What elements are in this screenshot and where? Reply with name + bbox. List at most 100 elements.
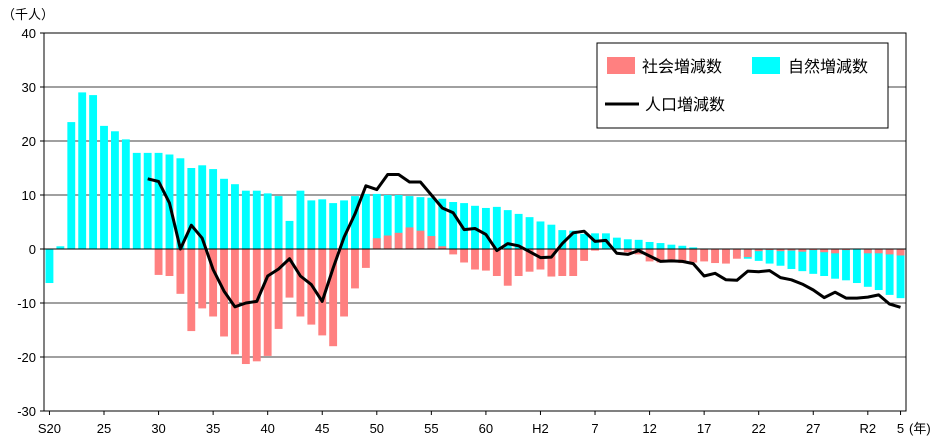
- social-change-bar: [361, 249, 370, 268]
- natural-change-bar: [678, 245, 687, 249]
- social-change-bar: [340, 249, 348, 317]
- x-tick-label: 17: [697, 421, 711, 436]
- legend-label-line: 人口増減数: [645, 96, 725, 114]
- natural-change-bar: [383, 195, 392, 249]
- social-change-bar: [503, 249, 512, 286]
- y-tick-label: 10: [22, 188, 36, 203]
- social-change-bar: [318, 249, 327, 336]
- natural-change-bar: [798, 249, 807, 272]
- social-change-bar: [209, 249, 218, 317]
- natural-change-bar: [787, 249, 796, 269]
- natural-change-bar: [885, 249, 894, 295]
- social-change-bar: [831, 249, 840, 254]
- natural-change-bar: [754, 249, 763, 261]
- x-tick-label: 30: [151, 421, 165, 436]
- social-change-bar: [241, 249, 250, 365]
- social-change-bar: [372, 238, 381, 249]
- natural-change-bar: [285, 220, 294, 249]
- natural-change-bar: [438, 198, 447, 249]
- natural-change-bar: [329, 203, 338, 249]
- social-change-bar: [471, 249, 479, 270]
- social-change-bar: [383, 235, 392, 249]
- social-change-bar: [874, 249, 883, 254]
- natural-change-bar: [623, 239, 632, 249]
- natural-change-bar: [776, 249, 785, 266]
- y-tick-label: -10: [17, 296, 36, 311]
- natural-change-bar: [198, 165, 207, 249]
- natural-change-bar: [580, 233, 589, 249]
- x-unit-label: (年): [909, 421, 931, 436]
- x-tick-label: 7: [591, 421, 598, 436]
- x-tick-label: 55: [424, 421, 438, 436]
- social-change-bar: [776, 249, 785, 252]
- natural-change-bar: [427, 197, 436, 249]
- social-change-bar: [525, 249, 534, 272]
- social-change-bar: [591, 249, 599, 251]
- natural-change-bar: [132, 152, 141, 249]
- social-change-bar: [678, 249, 687, 264]
- social-change-bar: [329, 249, 338, 347]
- natural-change-bar: [667, 244, 676, 249]
- y-tick-label: -30: [17, 404, 36, 419]
- natural-change-bar: [896, 249, 905, 299]
- social-change-bar: [820, 249, 829, 253]
- social-change-bar: [656, 249, 665, 263]
- y-tick-label: 30: [22, 80, 36, 95]
- social-change-bar: [743, 249, 752, 258]
- social-change-bar: [689, 249, 698, 263]
- social-change-bar: [416, 230, 425, 249]
- natural-change-bar: [405, 196, 414, 249]
- natural-change-bar: [492, 206, 501, 249]
- natural-change-bar: [307, 200, 316, 249]
- social-change-bar: [787, 249, 796, 251]
- social-change-bar: [754, 249, 763, 252]
- natural-change-bar: [241, 190, 250, 249]
- x-tick-label: 40: [260, 421, 274, 436]
- natural-change-bar: [481, 207, 490, 249]
- y-tick-label: 20: [22, 134, 36, 149]
- social-change-bar: [667, 249, 676, 260]
- social-change-bar: [176, 249, 185, 294]
- natural-change-bar: [394, 195, 403, 249]
- y-tick-label: -20: [17, 350, 36, 365]
- social-change-bar: [700, 249, 709, 262]
- social-change-bar: [449, 249, 458, 255]
- natural-change-bar: [765, 249, 774, 264]
- natural-change-bar: [296, 190, 305, 249]
- natural-change-bar: [372, 193, 381, 249]
- natural-change-bar: [78, 92, 87, 250]
- natural-change-bar: [351, 196, 359, 249]
- social-change-bar: [580, 249, 589, 261]
- natural-change-bar: [645, 241, 654, 249]
- natural-change-bar: [569, 230, 578, 249]
- natural-change-bar: [656, 243, 665, 249]
- social-change-bar: [492, 249, 501, 276]
- social-change-bar: [231, 249, 239, 355]
- legend-swatch-social: [607, 57, 635, 74]
- natural-change-bar: [67, 122, 76, 249]
- natural-change-bar: [274, 196, 283, 249]
- plot-area-border: [43, 32, 907, 412]
- social-change-bar: [863, 249, 872, 254]
- x-tick-label: R2: [859, 421, 876, 436]
- social-change-bar: [285, 249, 294, 298]
- y-tick-label: 0: [29, 242, 36, 257]
- social-change-bar: [165, 249, 174, 276]
- natural-change-bar: [547, 224, 556, 249]
- social-change-bar: [623, 249, 632, 253]
- social-change-bar: [198, 249, 207, 309]
- social-change-bar: [711, 249, 719, 264]
- natural-change-bar: [187, 168, 196, 249]
- natural-change-bar: [689, 247, 698, 249]
- natural-change-bar: [318, 199, 327, 249]
- social-change-bar: [558, 249, 567, 276]
- natural-change-bar: [536, 221, 545, 249]
- natural-change-bar: [634, 239, 643, 249]
- population-change-line: [147, 173, 901, 309]
- natural-change-bar: [612, 237, 621, 249]
- social-change-bar: [809, 249, 818, 251]
- x-tick-label: 22: [751, 421, 765, 436]
